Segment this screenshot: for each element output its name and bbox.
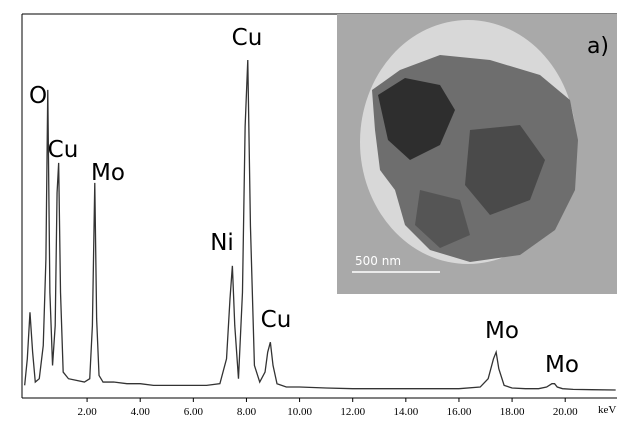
x-tick-label: 12.00 bbox=[340, 406, 365, 418]
x-tick-label: 16.00 bbox=[447, 406, 472, 418]
peak-label: Cu bbox=[232, 25, 263, 51]
peak-label: Ni bbox=[210, 230, 234, 256]
x-unit-label: keV bbox=[598, 404, 616, 416]
peak-label: Cu bbox=[48, 137, 79, 163]
x-tick-label: 14.00 bbox=[393, 406, 418, 418]
peak-label: Cu bbox=[261, 307, 292, 333]
chart: a) 500 nm keV 2.00 4.00 6.00 8.00 10.00 12.00… bbox=[0, 0, 617, 424]
tem-inset: a) 500 nm bbox=[337, 14, 617, 294]
x-tick-label: 10.00 bbox=[287, 406, 312, 418]
peak-label: Mo bbox=[91, 160, 125, 186]
x-tick-label: 2.00 bbox=[77, 406, 97, 418]
x-tick-label: 8.00 bbox=[237, 406, 257, 418]
x-tick-label: 20.00 bbox=[553, 406, 578, 418]
peak-label: O bbox=[29, 83, 47, 109]
x-tick-label: 4.00 bbox=[131, 406, 151, 418]
peak-label: Mo bbox=[545, 352, 579, 378]
x-tick-label: 6.00 bbox=[184, 406, 204, 418]
peak-label: Mo bbox=[485, 318, 519, 344]
page: {"chart_data": {"type": "line", "x_unit_… bbox=[0, 0, 617, 424]
inset-label: a) bbox=[587, 34, 609, 59]
scale-bar-label: 500 nm bbox=[355, 254, 401, 268]
x-tick-label: 18.00 bbox=[500, 406, 525, 418]
